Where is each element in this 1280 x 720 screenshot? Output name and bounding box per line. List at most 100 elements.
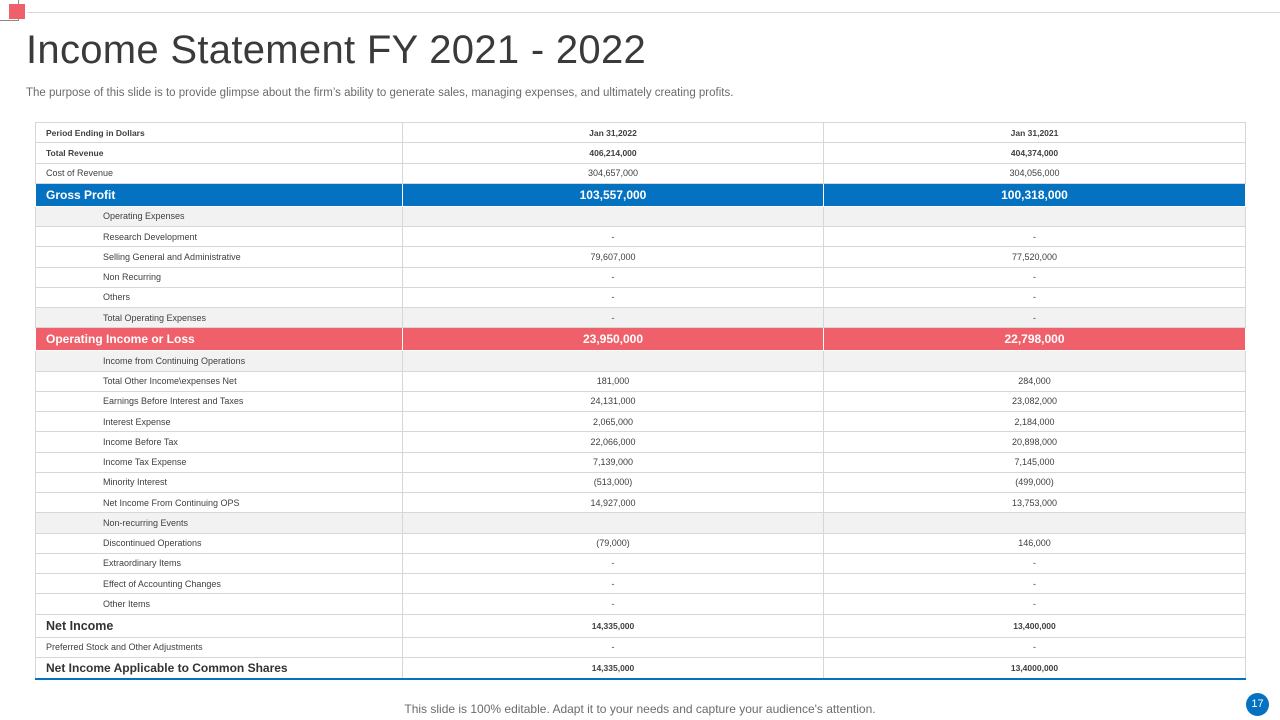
table-row: Extraordinary Items - - (35, 552, 1246, 575)
value-2022: Jan 31,2022 (402, 121, 824, 144)
value-2021: - (823, 306, 1246, 329)
table-row: Effect of Accounting Changes - - (35, 572, 1246, 595)
value-2021: 13,753,000 (823, 491, 1246, 514)
value-2021: 20,898,000 (823, 431, 1246, 453)
value-2021: 304,056,000 (823, 162, 1246, 184)
income-statement-table: Period Ending in Dollars Jan 31,2022 Jan… (35, 121, 1246, 681)
value-2022: 23,950,000 (402, 327, 824, 352)
value-2021: 2,184,000 (823, 410, 1246, 433)
value-2021: - (823, 286, 1246, 309)
row-label: Income from Continuing Operations (35, 350, 403, 372)
value-2021: - (823, 552, 1246, 575)
value-2022: (513,000) (402, 471, 824, 494)
row-label: Non-recurring Events (35, 512, 403, 534)
value-2022: 181,000 (402, 370, 824, 392)
row-label: Selling General and Administrative (35, 246, 403, 268)
value-2022: 304,657,000 (402, 162, 824, 184)
value-2022 (402, 205, 824, 228)
value-2022: 406,214,000 (402, 142, 824, 164)
value-2021: - (823, 572, 1246, 595)
row-label: Effect of Accounting Changes (35, 572, 403, 595)
value-2022: - (402, 225, 824, 248)
value-2021: - (823, 593, 1246, 615)
value-2021: - (823, 266, 1246, 288)
page-title: Income Statement FY 2021 - 2022 (26, 28, 647, 72)
row-label: Others (35, 286, 403, 309)
value-2022 (402, 512, 824, 534)
value-2022: 24,131,000 (402, 390, 824, 413)
table-row: Cost of Revenue 304,657,000 304,056,000 (35, 162, 1246, 184)
table-row: Income Tax Expense 7,139,000 7,145,000 (35, 451, 1246, 473)
row-label: Net Income (35, 613, 403, 638)
corner-square-decoration (9, 4, 25, 19)
row-label: Total Revenue (35, 142, 403, 164)
row-label: Net Income From Continuing OPS (35, 491, 403, 514)
section-header-row: Operating Expenses (35, 205, 1246, 228)
section-header-row: Non-recurring Events (35, 512, 1246, 534)
value-2021: 284,000 (823, 370, 1246, 392)
value-2021: - (823, 225, 1246, 248)
value-2021: 404,374,000 (823, 142, 1246, 164)
value-2021: 100,318,000 (823, 182, 1246, 207)
row-label: Income Before Tax (35, 431, 403, 453)
table-row: Other Items - - (35, 593, 1246, 615)
row-label: Operating Expenses (35, 205, 403, 228)
table-row: Net Income From Continuing OPS 14,927,00… (35, 491, 1246, 514)
table-row: Total Other Income\expenses Net 181,000 … (35, 370, 1246, 392)
value-2022: 14,335,000 (402, 613, 824, 638)
row-label: Income Tax Expense (35, 451, 403, 473)
row-label: Discontinued Operations (35, 532, 403, 554)
value-2021: 146,000 (823, 532, 1246, 554)
row-label: Extraordinary Items (35, 552, 403, 575)
value-2022: - (402, 636, 824, 658)
gross-profit-row: Gross Profit 103,557,000 100,318,000 (35, 182, 1246, 207)
table-row: Minority Interest (513,000) (499,000) (35, 471, 1246, 494)
value-2021 (823, 205, 1246, 228)
section-header-row: Income from Continuing Operations (35, 350, 1246, 372)
row-label: Earnings Before Interest and Taxes (35, 390, 403, 413)
value-2022: 103,557,000 (402, 182, 824, 207)
value-2021: (499,000) (823, 471, 1246, 494)
table-row: Earnings Before Interest and Taxes 24,13… (35, 390, 1246, 413)
row-label: Non Recurring (35, 266, 403, 288)
row-label: Period Ending in Dollars (35, 121, 403, 144)
row-label: Total Other Income\expenses Net (35, 370, 403, 392)
row-label: Research Development (35, 225, 403, 248)
value-2022: 22,066,000 (402, 431, 824, 453)
table-row: Preferred Stock and Other Adjustments - … (35, 636, 1246, 658)
table-header-row: Period Ending in Dollars Jan 31,2022 Jan… (35, 121, 1246, 144)
value-2021: 22,798,000 (823, 327, 1246, 352)
net-income-row: Net Income 14,335,000 13,400,000 (35, 613, 1246, 638)
operating-income-row: Operating Income or Loss 23,950,000 22,7… (35, 327, 1246, 352)
value-2022: - (402, 593, 824, 615)
value-2022: (79,000) (402, 532, 824, 554)
table-row: Interest Expense 2,065,000 2,184,000 (35, 410, 1246, 433)
value-2021: 13,400,000 (823, 613, 1246, 638)
value-2021: Jan 31,2021 (823, 121, 1246, 144)
table-row: Non Recurring - - (35, 266, 1246, 288)
value-2022: - (402, 286, 824, 309)
table-row: Research Development - - (35, 225, 1246, 248)
value-2022: - (402, 306, 824, 329)
table-row: Income Before Tax 22,066,000 20,898,000 (35, 431, 1246, 453)
value-2021: 23,082,000 (823, 390, 1246, 413)
row-label: Net Income Applicable to Common Shares (35, 656, 403, 681)
value-2022: 2,065,000 (402, 410, 824, 433)
value-2022: 14,927,000 (402, 491, 824, 514)
page-subtitle: The purpose of this slide is to provide … (26, 87, 734, 99)
value-2022: 14,335,000 (402, 656, 824, 681)
net-income-common-row: Net Income Applicable to Common Shares 1… (35, 656, 1246, 681)
row-label: Total Operating Expenses (35, 306, 403, 329)
footer-note: This slide is 100% editable. Adapt it to… (404, 702, 876, 716)
table-row: Total Revenue 406,214,000 404,374,000 (35, 142, 1246, 164)
row-label: Operating Income or Loss (35, 327, 403, 352)
value-2021: 13,4000,000 (823, 656, 1246, 681)
row-label: Interest Expense (35, 410, 403, 433)
row-label: Gross Profit (35, 182, 403, 207)
value-2021 (823, 350, 1246, 372)
value-2022: 79,607,000 (402, 246, 824, 268)
table-row: Others - - (35, 286, 1246, 309)
row-label: Minority Interest (35, 471, 403, 494)
value-2021: - (823, 636, 1246, 658)
value-2021 (823, 512, 1246, 534)
